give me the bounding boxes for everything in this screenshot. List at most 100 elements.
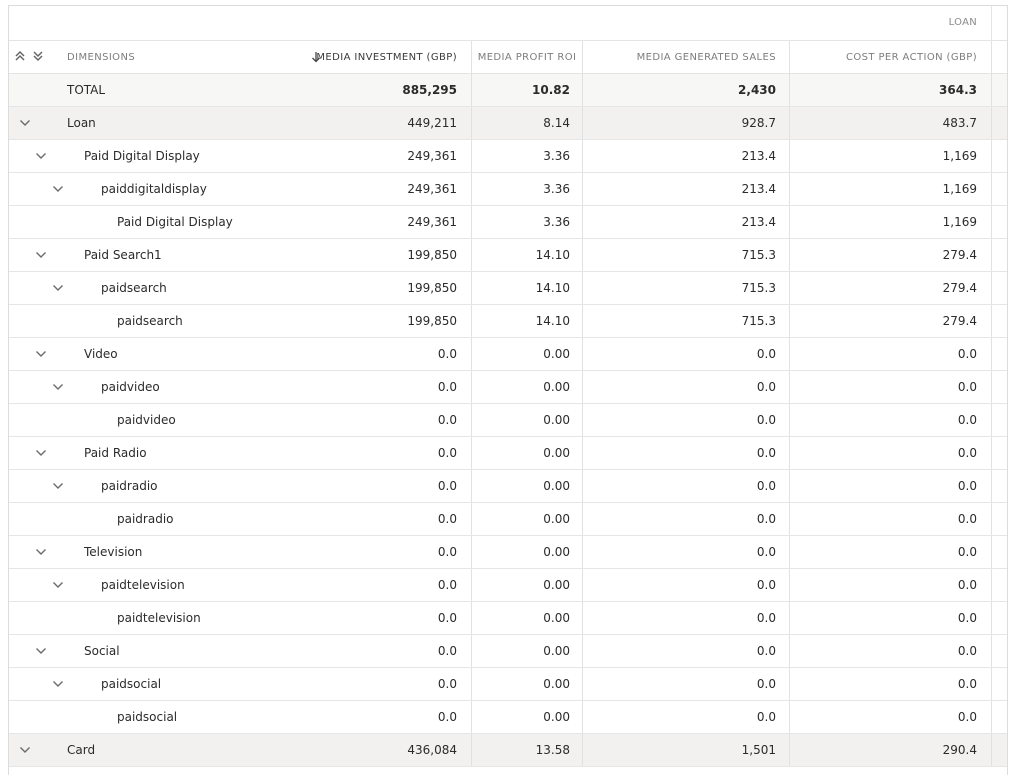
table-row[interactable]: paidvideo 0.0 0.00 0.0 0.0 xyxy=(9,371,1007,404)
media-generated-sales-value-text: 715.3 xyxy=(741,248,776,262)
dimension-label: paidradio xyxy=(101,479,158,493)
scroll-gutter xyxy=(992,173,1007,205)
media-generated-sales-value-text: 2,430 xyxy=(738,83,776,97)
chevron-down-icon[interactable] xyxy=(34,239,48,271)
table-row[interactable]: Video 0.0 0.00 0.0 0.0 xyxy=(9,338,1007,371)
table-row[interactable]: Paid Radio 0.0 0.00 0.0 0.0 xyxy=(9,437,1007,470)
dimension-cell: paidtelevision 0.0 xyxy=(9,602,471,634)
table-row[interactable]: Paid Search1 199,850 14.10 715.3 279.4 xyxy=(9,239,1007,272)
chevron-down-icon[interactable] xyxy=(51,569,65,601)
total-row[interactable]: TOTAL 885,295 10.82 2,430 364.3 xyxy=(9,74,1007,107)
chevron-down-icon[interactable] xyxy=(18,107,32,139)
media-generated-sales-value: 715.3 xyxy=(583,239,790,271)
table-row[interactable]: Social 0.0 0.00 0.0 0.0 xyxy=(9,635,1007,668)
table-row[interactable]: paidtelevision 0.0 0.00 0.0 0.0 xyxy=(9,569,1007,602)
chevron-down-icon[interactable] xyxy=(18,734,32,766)
chevron-down-icon[interactable] xyxy=(51,371,65,403)
table-row[interactable]: paidvideo 0.0 0.00 0.0 0.0 xyxy=(9,404,1007,437)
chevron-down-icon[interactable] xyxy=(51,272,65,304)
column-header-row: DIMENSIONS MEDIA INVESTMENT (GBP) MEDIA … xyxy=(9,41,1007,74)
table-row[interactable]: Paid Digital Display 249,361 3.36 213.4 1,16… xyxy=(9,140,1007,173)
media-investment-value: 199,850 xyxy=(407,314,457,328)
media-investment-value: 449,211 xyxy=(407,116,457,130)
chevron-down-icon[interactable] xyxy=(51,470,65,502)
table-body: TOTAL 885,295 10.82 2,430 364.3 Loan 449,211 8.… xyxy=(9,74,1007,767)
media-investment-value: 0.0 xyxy=(437,611,457,625)
table-row[interactable]: Loan 449,211 8.14 928.7 483.7 xyxy=(9,107,1007,140)
cost-per-action-value: 290.4 xyxy=(790,734,992,766)
media-generated-sales-value-text: 1,501 xyxy=(741,743,776,757)
dimension-cell: Social 0.0 xyxy=(9,635,471,667)
table-row[interactable]: paidradio 0.0 0.00 0.0 0.0 xyxy=(9,470,1007,503)
table-row[interactable]: paidtelevision 0.0 0.00 0.0 0.0 xyxy=(9,602,1007,635)
media-profit-roi-header-cell[interactable]: MEDIA PROFIT ROI xyxy=(471,41,583,73)
media-profit-roi-value-text: 14.10 xyxy=(535,314,570,328)
cost-per-action-value-text: 279.4 xyxy=(942,248,977,262)
media-profit-roi-value-text: 0.00 xyxy=(543,380,570,394)
cost-per-action-header-cell[interactable]: COST PER ACTION (GBP) xyxy=(790,41,992,73)
media-profit-roi-value: 0.00 xyxy=(471,635,583,667)
table-row[interactable]: paidradio 0.0 0.00 0.0 0.0 xyxy=(9,503,1007,536)
media-investment-value: 0.0 xyxy=(437,644,457,658)
media-investment-value: 0.0 xyxy=(437,710,457,724)
media-profit-roi-header: MEDIA PROFIT ROI xyxy=(477,51,577,63)
cost-per-action-value-text: 1,169 xyxy=(942,182,977,196)
media-generated-sales-value: 0.0 xyxy=(583,668,790,700)
chevron-down-icon[interactable] xyxy=(34,635,48,667)
scroll-gutter xyxy=(992,305,1007,337)
media-profit-roi-value: 14.10 xyxy=(471,272,583,304)
cost-per-action-value: 0.0 xyxy=(790,635,992,667)
media-generated-sales-value-text: 0.0 xyxy=(756,611,776,625)
media-profit-roi-value: 10.82 xyxy=(471,74,583,106)
dimension-label: Card xyxy=(67,743,96,757)
cost-per-action-value-text: 0.0 xyxy=(957,545,977,559)
table-row[interactable]: Card 436,084 13.58 1,501 290.4 xyxy=(9,734,1007,767)
dimension-cell: Paid Search1 199,850 xyxy=(9,239,471,271)
media-generated-sales-value: 0.0 xyxy=(583,569,790,601)
media-investment-value: 0.0 xyxy=(437,479,457,493)
media-investment-value: 249,361 xyxy=(407,215,457,229)
table-row[interactable]: paidsearch 199,850 14.10 715.3 279.4 xyxy=(9,272,1007,305)
scroll-gutter xyxy=(992,107,1007,139)
arrow-down-icon[interactable] xyxy=(311,41,321,73)
cost-per-action-value-text: 0.0 xyxy=(957,479,977,493)
table-row[interactable]: paidsocial 0.0 0.00 0.0 0.0 xyxy=(9,701,1007,734)
dimension-label: paidvideo xyxy=(117,413,176,427)
dimension-label: paidsearch xyxy=(101,281,167,295)
dimension-label: paidvideo xyxy=(101,380,160,394)
dimension-label: Loan xyxy=(67,116,96,130)
media-generated-sales-value-text: 0.0 xyxy=(756,578,776,592)
media-profit-roi-value: 0.00 xyxy=(471,536,583,568)
cost-per-action-value: 0.0 xyxy=(790,503,992,535)
media-profit-roi-value-text: 0.00 xyxy=(543,545,570,559)
media-investment-value: 199,850 xyxy=(407,248,457,262)
cost-per-action-value-text: 0.0 xyxy=(957,512,977,526)
table-row[interactable]: Television 0.0 0.00 0.0 0.0 xyxy=(9,536,1007,569)
cost-per-action-value: 0.0 xyxy=(790,338,992,370)
media-generated-sales-value-text: 0.0 xyxy=(756,413,776,427)
media-investment-header[interactable]: MEDIA INVESTMENT (GBP) xyxy=(316,51,457,63)
media-profit-roi-value-text: 3.36 xyxy=(543,182,570,196)
media-generated-sales-header-cell[interactable]: MEDIA GENERATED SALES xyxy=(583,41,790,73)
chevron-down-icon[interactable] xyxy=(34,536,48,568)
chevron-down-icon[interactable] xyxy=(34,437,48,469)
dimension-label: Video xyxy=(84,347,118,361)
table-row[interactable]: paidsocial 0.0 0.00 0.0 0.0 xyxy=(9,668,1007,701)
chevron-down-icon[interactable] xyxy=(51,668,65,700)
double-chevron-down-icon[interactable] xyxy=(31,49,45,66)
chevron-down-icon[interactable] xyxy=(51,173,65,205)
cost-per-action-value: 483.7 xyxy=(790,107,992,139)
table-row[interactable]: paiddigitaldisplay 249,361 3.36 213.4 1,169 xyxy=(9,173,1007,206)
media-generated-sales-value: 2,430 xyxy=(583,74,790,106)
chevron-down-icon[interactable] xyxy=(34,140,48,172)
dimension-label: Paid Digital Display xyxy=(84,149,200,163)
chevron-down-icon[interactable] xyxy=(34,338,48,370)
media-generated-sales-value: 715.3 xyxy=(583,272,790,304)
double-chevron-up-icon[interactable] xyxy=(13,49,27,66)
table-row[interactable]: paidsearch 199,850 14.10 715.3 279.4 xyxy=(9,305,1007,338)
dimension-cell: paidsocial 0.0 xyxy=(9,668,471,700)
media-profit-roi-value: 3.36 xyxy=(471,140,583,172)
table-row[interactable]: Paid Digital Display 249,361 3.36 213.4 1,16… xyxy=(9,206,1007,239)
media-generated-sales-value-text: 0.0 xyxy=(756,545,776,559)
dimensions-header[interactable]: DIMENSIONS xyxy=(67,51,136,63)
